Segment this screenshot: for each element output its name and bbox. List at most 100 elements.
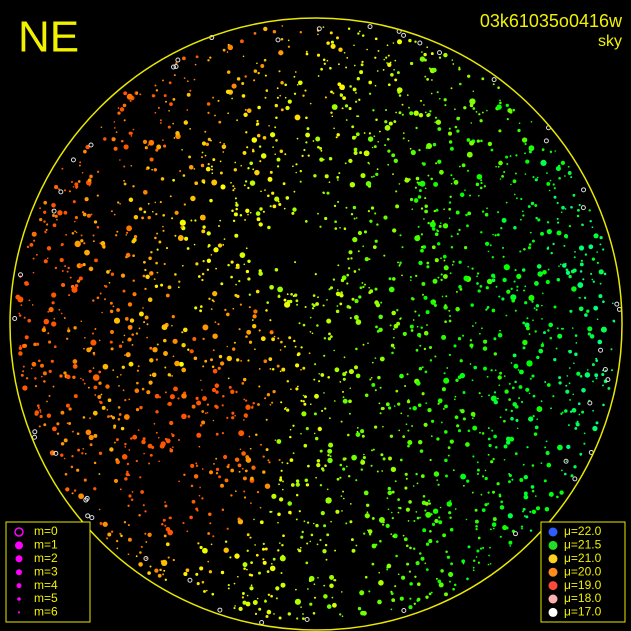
star bbox=[292, 452, 295, 455]
star bbox=[417, 439, 423, 445]
star bbox=[422, 162, 426, 166]
star bbox=[113, 441, 116, 444]
star bbox=[268, 461, 271, 464]
star bbox=[451, 59, 454, 61]
edge-star bbox=[602, 366, 608, 372]
star bbox=[415, 472, 418, 476]
star bbox=[312, 140, 315, 142]
star bbox=[578, 306, 584, 312]
star bbox=[545, 450, 550, 456]
star bbox=[466, 169, 470, 172]
star bbox=[386, 62, 388, 64]
star bbox=[390, 343, 395, 348]
star bbox=[509, 545, 512, 547]
star bbox=[119, 159, 121, 161]
star bbox=[507, 108, 513, 113]
star bbox=[341, 615, 344, 618]
star bbox=[59, 374, 63, 378]
star bbox=[131, 343, 134, 346]
star bbox=[222, 48, 226, 52]
star bbox=[148, 462, 151, 465]
star bbox=[533, 280, 539, 286]
star bbox=[201, 141, 207, 146]
star bbox=[397, 511, 400, 514]
star bbox=[19, 345, 22, 347]
star bbox=[128, 494, 132, 498]
star bbox=[472, 455, 475, 458]
star bbox=[314, 436, 319, 441]
star bbox=[493, 337, 497, 341]
star bbox=[413, 110, 419, 116]
star bbox=[363, 132, 366, 134]
star bbox=[324, 543, 328, 547]
star bbox=[528, 416, 534, 422]
star bbox=[109, 447, 114, 452]
star bbox=[375, 118, 378, 121]
star bbox=[328, 181, 331, 184]
star bbox=[317, 426, 322, 432]
star bbox=[287, 501, 293, 506]
star bbox=[241, 596, 244, 599]
star bbox=[521, 210, 524, 213]
star bbox=[276, 96, 279, 99]
star bbox=[333, 578, 337, 582]
star bbox=[115, 234, 118, 237]
star bbox=[284, 96, 287, 99]
star bbox=[531, 464, 535, 467]
star bbox=[305, 52, 309, 56]
star bbox=[347, 27, 351, 30]
star bbox=[430, 177, 433, 181]
star bbox=[177, 286, 180, 289]
star bbox=[337, 200, 340, 203]
star bbox=[50, 359, 54, 363]
star bbox=[428, 539, 433, 544]
star bbox=[140, 545, 143, 548]
star bbox=[356, 115, 359, 118]
star bbox=[264, 96, 267, 99]
star bbox=[339, 381, 342, 383]
star bbox=[56, 218, 58, 221]
star bbox=[523, 515, 526, 517]
star bbox=[254, 612, 258, 615]
star bbox=[277, 512, 281, 517]
star bbox=[583, 442, 586, 445]
star bbox=[262, 135, 267, 140]
star bbox=[517, 369, 520, 371]
star bbox=[577, 282, 584, 289]
magnitude-legend-items: m=0m=1m=2m=3m=4m=5m=6 bbox=[14, 524, 58, 619]
star bbox=[454, 395, 457, 398]
star bbox=[392, 228, 397, 233]
star bbox=[261, 547, 266, 551]
star bbox=[182, 522, 185, 525]
star bbox=[258, 271, 263, 276]
star bbox=[43, 200, 48, 205]
star bbox=[602, 248, 605, 251]
star bbox=[386, 44, 389, 47]
star bbox=[314, 273, 317, 276]
star bbox=[592, 409, 594, 412]
star bbox=[278, 616, 282, 620]
star bbox=[163, 94, 167, 98]
star bbox=[36, 404, 40, 408]
star bbox=[217, 366, 221, 370]
star bbox=[147, 571, 151, 575]
star bbox=[435, 577, 438, 580]
star bbox=[503, 444, 508, 449]
star bbox=[224, 478, 229, 483]
star bbox=[435, 119, 442, 125]
star bbox=[182, 174, 186, 177]
star bbox=[17, 296, 24, 303]
star bbox=[426, 78, 429, 81]
star bbox=[25, 377, 29, 380]
star bbox=[376, 168, 379, 171]
star bbox=[340, 591, 343, 593]
star bbox=[295, 588, 297, 591]
star bbox=[429, 221, 436, 228]
star bbox=[227, 263, 230, 267]
star bbox=[209, 56, 212, 59]
edge-star bbox=[401, 607, 407, 613]
star bbox=[534, 330, 537, 333]
star bbox=[305, 427, 309, 431]
star bbox=[506, 118, 509, 121]
star bbox=[230, 494, 233, 497]
